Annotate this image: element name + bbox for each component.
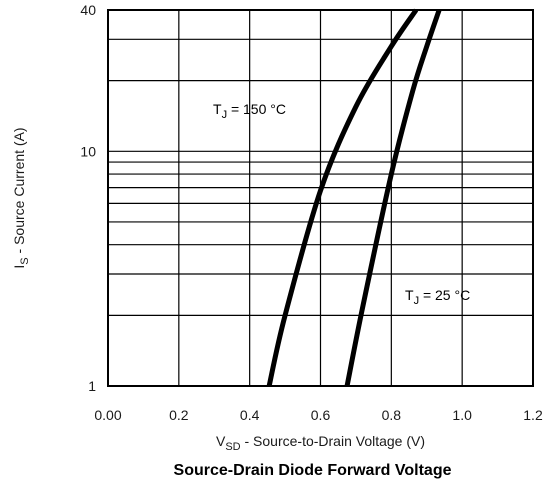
- series-annotation-150c: TJ = 150 °C: [213, 101, 286, 121]
- x-tick-labels: 0.00 0.2 0.4 0.6 0.8 1.0 1.2: [94, 407, 543, 423]
- x-tick-label: 0.00: [94, 407, 121, 423]
- x-tick-label: 0.4: [240, 407, 260, 423]
- y-tick-label: 10: [80, 143, 96, 159]
- series-annotation-25c: TJ = 25 °C: [405, 287, 470, 307]
- curve-25c: [344, 9, 442, 387]
- y-tick-label: 1: [88, 378, 96, 394]
- data-curves: [266, 8, 442, 387]
- y-axis-label: IS - Source Current (A): [11, 127, 31, 268]
- grid-lines: [108, 10, 533, 386]
- plot-frame: [107, 9, 534, 387]
- chart-title: Source-Drain Diode Forward Voltage: [174, 462, 452, 479]
- curve-150c: [266, 8, 419, 387]
- x-tick-label: 1.0: [452, 407, 472, 423]
- x-tick-label: 0.2: [169, 407, 189, 423]
- x-tick-label: 0.6: [311, 407, 331, 423]
- x-tick-label: 1.2: [523, 407, 543, 423]
- x-axis-label: VSD - Source-to-Drain Voltage (V): [216, 433, 425, 453]
- y-tick-label: 40: [80, 2, 96, 18]
- y-tick-labels: 1 10 40: [80, 2, 96, 394]
- x-tick-label: 0.8: [382, 407, 402, 423]
